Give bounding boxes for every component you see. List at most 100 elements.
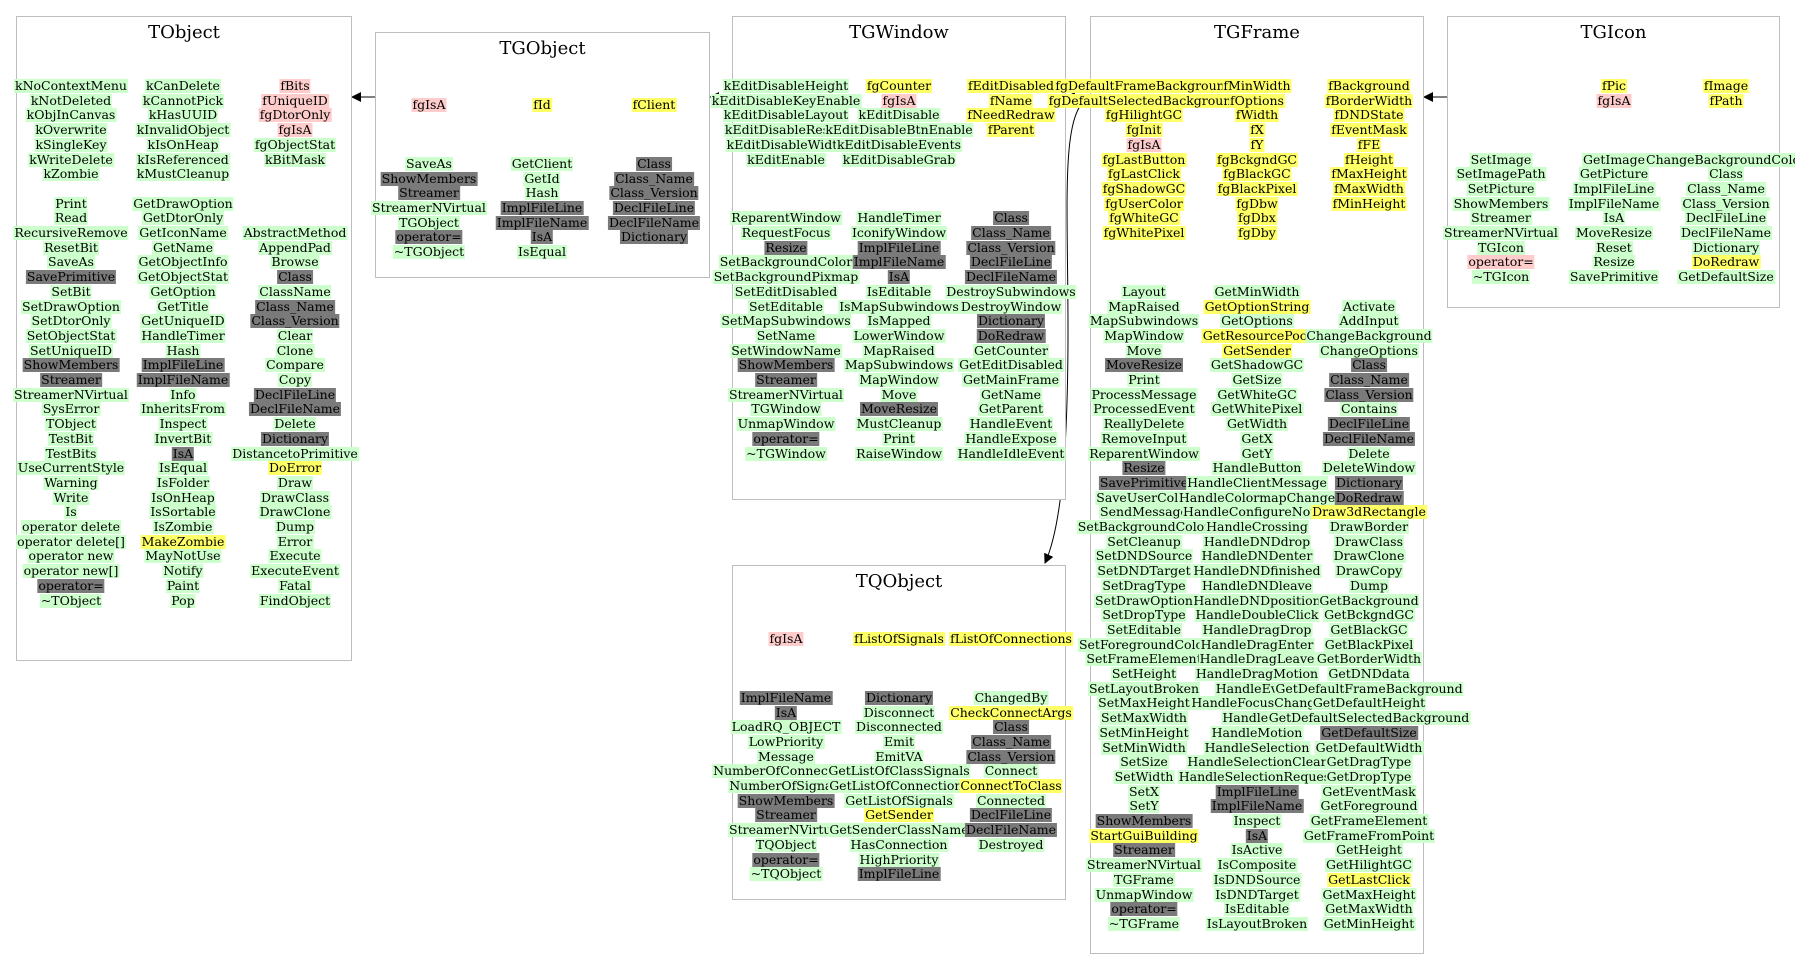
member-cell-impl: operator= (1110, 901, 1178, 917)
member-cell: GetX (1240, 430, 1274, 446)
member-cell: Execute (268, 548, 322, 564)
member-cell: HighPriority (858, 851, 940, 867)
member-cell: MoveResize (1575, 225, 1653, 240)
member-cell: InheritsFrom (140, 401, 226, 417)
member-cell: Print (54, 195, 88, 211)
member-cell-data: fEditDisabled (966, 78, 1056, 93)
member-cell-impl: MoveResize (860, 401, 938, 417)
member-cell: kWriteDelete (28, 151, 114, 167)
member-cell-impl: operator= (37, 577, 105, 593)
member-cell: DrawClone (1332, 548, 1406, 564)
member-cell-impl: ShowMembers (380, 170, 478, 186)
member-cell: Activate (1342, 298, 1396, 314)
member-cell: RecursiveRemove (13, 225, 129, 240)
member-cell-impl: DeclFileName (607, 214, 701, 230)
member-cell-data: fFE (1356, 136, 1382, 152)
member-cell: IsEqual (158, 460, 208, 476)
member-cell: HandleDragLeave (1198, 651, 1316, 667)
member-cell: SetLayoutBroken (1087, 680, 1201, 696)
member-cell: HandleDragDrop (1201, 621, 1313, 637)
member-cell-impl: Streamer (40, 372, 102, 387)
member-cell-impl: ImplFileLine (857, 239, 941, 255)
member-cell-impl: Streamer (755, 807, 817, 823)
member-cell: DeleteWindow (1321, 460, 1417, 476)
member-cell: GetName (151, 239, 215, 255)
member-cell: IsEditable (865, 283, 933, 299)
member-cell: GetFrameFromPoint (1302, 827, 1436, 843)
member-cell-data: fgShadowGC (1101, 180, 1187, 196)
member-cell-private: fgIsA (1596, 92, 1632, 108)
member-cell: GetListOfClassSignals (827, 763, 971, 779)
member-cell: StreamerNVirtual (371, 199, 487, 215)
member-cell: FindObject (258, 592, 332, 608)
member-cell-private: operator= (1467, 254, 1535, 270)
member-cell (294, 197, 296, 211)
member-cell: TGWindow (750, 401, 822, 417)
member-cell: kZombie (42, 166, 100, 182)
member-cell: InvertBit (153, 430, 213, 446)
member-cell-impl: Class (1351, 357, 1387, 373)
member-cell: Compare (265, 357, 325, 373)
member-cell: HandleFocusChange (1190, 695, 1324, 711)
member-cell: operator delete (20, 519, 122, 534)
member-cell: GetUniqueID (140, 313, 226, 329)
member-cell: GetSenderClassName (828, 822, 970, 838)
member-cell: IsSortable (149, 504, 217, 520)
member-cell: DrawClass (1334, 533, 1404, 549)
member-cell: SetEditable (1106, 621, 1182, 637)
member-cell-data: ConnectToClass (959, 778, 1063, 793)
member-cell: SetY (1128, 798, 1160, 814)
member-cell: NumberOfConnections (712, 763, 860, 779)
member-cell: ImplFileLine (1572, 180, 1656, 196)
member-cell: EmitVA (874, 748, 924, 764)
member-cell-impl: ImplFileName (1210, 798, 1304, 814)
member-cell: ProcessedEvent (1092, 401, 1196, 417)
member-cell: ~TGIcon (1471, 269, 1531, 285)
member-cell: GetHeight (1335, 842, 1403, 858)
member-cell: Notify (162, 563, 204, 579)
member-cell: HandleCrossing (1205, 519, 1309, 534)
member-cell-impl: Resize (1122, 460, 1166, 476)
member-cell: SetDrawOption (21, 298, 121, 314)
member-cell-data: fMaxHeight (1330, 166, 1408, 182)
member-cell-impl: Dictionary (976, 313, 1046, 329)
member-cell-impl: DeclFileName (964, 822, 1058, 838)
member-cell: kEditDisableWidth (725, 136, 847, 152)
member-cell: Dictionary (1691, 239, 1761, 255)
member-cell-data: GetOptionString (1203, 298, 1311, 314)
member-cell-data: fId (532, 97, 552, 112)
class-title: TGIcon (1580, 22, 1647, 43)
member-cell-data: fgLastButton (1101, 151, 1187, 167)
member-cell: SetDragType (1101, 577, 1187, 593)
member-cell: TObject (45, 416, 97, 432)
member-cell: SetDrawOption (1094, 592, 1194, 608)
member-cell: Connect (983, 763, 1039, 779)
member-cell: MapWindow (858, 372, 940, 387)
member-cell: StreamerNVirtual (728, 822, 844, 838)
member-cell: Disconnect (862, 704, 936, 720)
class-title: TGObject (499, 38, 586, 59)
member-cell-data: fgDefaultSelectedBackground (1047, 92, 1241, 108)
member-cell-impl: SavePrimitive (1098, 474, 1190, 490)
member-cell-private: fgDtorOnly (258, 107, 332, 123)
member-cell: StreamerNVirtual (1086, 857, 1202, 873)
member-cell-data: StartGuiBuilding (1089, 827, 1199, 843)
member-cell-data: fgDefaultFrameBackground (1054, 78, 1234, 93)
member-cell-impl: DeclFileName (964, 269, 1058, 285)
member-cell: Print (882, 430, 916, 446)
member-cell-impl: ImplFileLine (857, 866, 941, 882)
member-cell: SetDropType (1101, 607, 1187, 623)
member-cell: GetMaxWidth (1324, 901, 1414, 917)
member-cell-impl: SavePrimitive (25, 269, 117, 285)
member-cell: GetY (1240, 445, 1274, 461)
member-cell: GetObjectStat (136, 269, 230, 285)
member-cell: HandleDoubleClick (1194, 607, 1320, 623)
member-cell-data: fY (1249, 136, 1265, 152)
member-cell: ResetBit (43, 239, 99, 255)
member-cell: HandleExpose (964, 430, 1058, 446)
member-cell: SavePrimitive (1568, 269, 1660, 285)
member-cell: GetMaxHeight (1321, 886, 1417, 902)
member-cell: SysError (41, 401, 101, 417)
member-cell-data: fListOfConnections (949, 631, 1073, 646)
member-cell: HandleTimer (140, 327, 226, 343)
